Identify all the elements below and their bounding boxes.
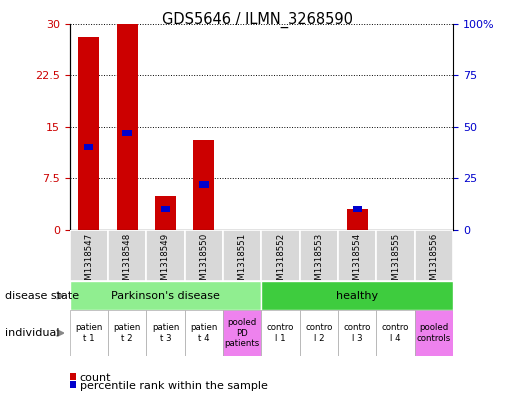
- Bar: [70, 281, 261, 310]
- Text: patien
t 4: patien t 4: [190, 323, 217, 343]
- Bar: [70, 310, 108, 356]
- Bar: [116, 24, 138, 230]
- Text: GDS5646 / ILMN_3268590: GDS5646 / ILMN_3268590: [162, 12, 353, 28]
- Bar: [376, 310, 415, 356]
- Text: GSM1318555: GSM1318555: [391, 233, 400, 291]
- Bar: [146, 230, 184, 281]
- Text: patien
t 1: patien t 1: [75, 323, 102, 343]
- Text: GSM1318550: GSM1318550: [199, 233, 208, 291]
- Bar: [300, 310, 338, 356]
- Text: pooled
PD
patients: pooled PD patients: [225, 318, 260, 348]
- Bar: [353, 206, 362, 212]
- Bar: [78, 37, 99, 230]
- Text: GSM1318548: GSM1318548: [123, 233, 131, 291]
- Text: GSM1318549: GSM1318549: [161, 233, 170, 291]
- Text: patien
t 3: patien t 3: [152, 323, 179, 343]
- Text: GSM1318556: GSM1318556: [430, 233, 438, 291]
- Bar: [146, 310, 184, 356]
- Text: individual: individual: [5, 328, 60, 338]
- Bar: [161, 206, 170, 212]
- Bar: [199, 182, 209, 187]
- Bar: [193, 140, 214, 230]
- Bar: [70, 230, 108, 281]
- Text: Parkinson's disease: Parkinson's disease: [111, 291, 220, 301]
- Bar: [261, 230, 300, 281]
- Text: GSM1318547: GSM1318547: [84, 233, 93, 291]
- Bar: [415, 310, 453, 356]
- Bar: [261, 310, 300, 356]
- Bar: [338, 230, 376, 281]
- Bar: [123, 130, 132, 136]
- Text: count: count: [80, 373, 111, 383]
- Text: percentile rank within the sample: percentile rank within the sample: [80, 380, 268, 391]
- Bar: [347, 209, 368, 230]
- Text: pooled
controls: pooled controls: [417, 323, 451, 343]
- Bar: [108, 310, 146, 356]
- Text: patien
t 2: patien t 2: [113, 323, 141, 343]
- Bar: [108, 230, 146, 281]
- Bar: [184, 230, 223, 281]
- Bar: [338, 310, 376, 356]
- Text: contro
l 3: contro l 3: [344, 323, 371, 343]
- Bar: [184, 310, 223, 356]
- Bar: [223, 310, 261, 356]
- Bar: [415, 230, 453, 281]
- Bar: [155, 195, 176, 230]
- Text: healthy: healthy: [336, 291, 379, 301]
- Text: GSM1318552: GSM1318552: [276, 233, 285, 291]
- Text: GSM1318551: GSM1318551: [238, 233, 247, 291]
- Text: GSM1318553: GSM1318553: [315, 233, 323, 291]
- Text: contro
l 4: contro l 4: [382, 323, 409, 343]
- Text: contro
l 1: contro l 1: [267, 323, 294, 343]
- Text: disease state: disease state: [5, 291, 79, 301]
- Text: GSM1318554: GSM1318554: [353, 233, 362, 291]
- Bar: [223, 230, 261, 281]
- Bar: [261, 281, 453, 310]
- Text: contro
l 2: contro l 2: [305, 323, 333, 343]
- Bar: [300, 230, 338, 281]
- Bar: [376, 230, 415, 281]
- Bar: [84, 144, 93, 151]
